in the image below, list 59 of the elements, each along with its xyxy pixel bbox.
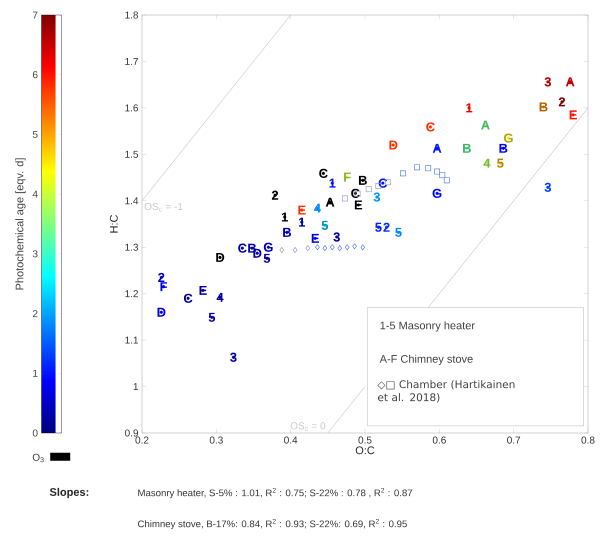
y-tick-label: 1.5 xyxy=(125,150,138,158)
y-tick-label: 1.3 xyxy=(125,244,138,251)
text: G xyxy=(504,133,513,143)
color-bar-title: Photochemical age [eqv. d] xyxy=(15,158,26,290)
y-axis-title: H:C xyxy=(110,214,118,233)
text: B xyxy=(540,102,548,112)
text: B xyxy=(463,144,471,153)
text: Slopes: xyxy=(50,488,88,498)
x-tick-label: 0.6 xyxy=(432,436,446,444)
color-bar-label: 3 xyxy=(32,250,38,258)
x-tick-label: 0.3 xyxy=(210,436,223,444)
y-tick-label: 1.8 xyxy=(125,11,138,19)
text: 5 xyxy=(322,220,328,230)
series-label: A xyxy=(326,198,334,207)
text: C xyxy=(319,168,328,178)
series-label: F xyxy=(344,172,351,182)
color-bar-label: 7 xyxy=(32,12,38,18)
color-bar-label: 0 xyxy=(32,429,38,437)
text: D xyxy=(389,140,398,150)
series-label: D xyxy=(216,252,224,262)
series-label: A xyxy=(432,144,442,153)
series-label: 4 xyxy=(483,158,490,168)
color-bar-label: 5 xyxy=(32,130,38,138)
text: G xyxy=(432,188,442,198)
x-axis-title: O:C xyxy=(356,446,374,454)
text: C xyxy=(378,178,388,188)
y-tick-label: 1.1 xyxy=(125,336,138,344)
text: A xyxy=(566,77,575,86)
x-tick-label: 0.7 xyxy=(507,436,520,444)
color-bar-label: 6 xyxy=(32,71,38,78)
color-bar-label: 2 xyxy=(32,310,38,318)
series-label: C xyxy=(351,188,360,198)
annotation: ◇□ Chamber (Hartikainen et al. 2018) xyxy=(377,380,514,402)
annotation: 1-5 Masonry heater xyxy=(380,321,475,332)
text: A xyxy=(481,120,490,130)
y-tick-label: 1.4 xyxy=(125,197,138,204)
y-tick-label: 1.7 xyxy=(125,58,138,65)
series-label: G xyxy=(264,242,273,252)
y-tick-label: 1.2 xyxy=(125,290,138,298)
x-tick-label: 0.5 xyxy=(358,436,372,444)
y-tick-label: 0.9 xyxy=(124,429,138,437)
y-tick-label: 1.6 xyxy=(125,104,138,112)
color-bar-label: 1 xyxy=(33,370,38,377)
x-tick-label: 0.2 xyxy=(135,436,148,444)
series-label: 5 xyxy=(497,158,504,168)
x-tick-label: 0.8 xyxy=(581,436,595,444)
text: C xyxy=(184,294,192,303)
text: Masonry heater, S-5% : 1.01, R$^{2}$ : 0.75; S-22% : 0.78 , R$^{2}$ : 0.87 xyxy=(138,488,412,498)
series-label: D xyxy=(158,308,166,317)
y-tick-label: 1 xyxy=(134,383,138,390)
text: O$_{3}$ xyxy=(32,454,44,462)
x-tick-label: 0.4 xyxy=(284,436,298,444)
text: Chimney stove, B-17%: 0.84, R$^{2}$ : 0.93; S-22%: 0.69, R$^{2}$ : 0.95 xyxy=(138,518,407,530)
color-bar-label: 4 xyxy=(32,190,38,198)
series-label: C xyxy=(238,244,247,253)
text: 4 xyxy=(216,292,224,302)
text: 4 xyxy=(314,204,321,213)
annotation: A-F Chimney stove xyxy=(380,354,473,365)
text: C xyxy=(426,122,435,132)
